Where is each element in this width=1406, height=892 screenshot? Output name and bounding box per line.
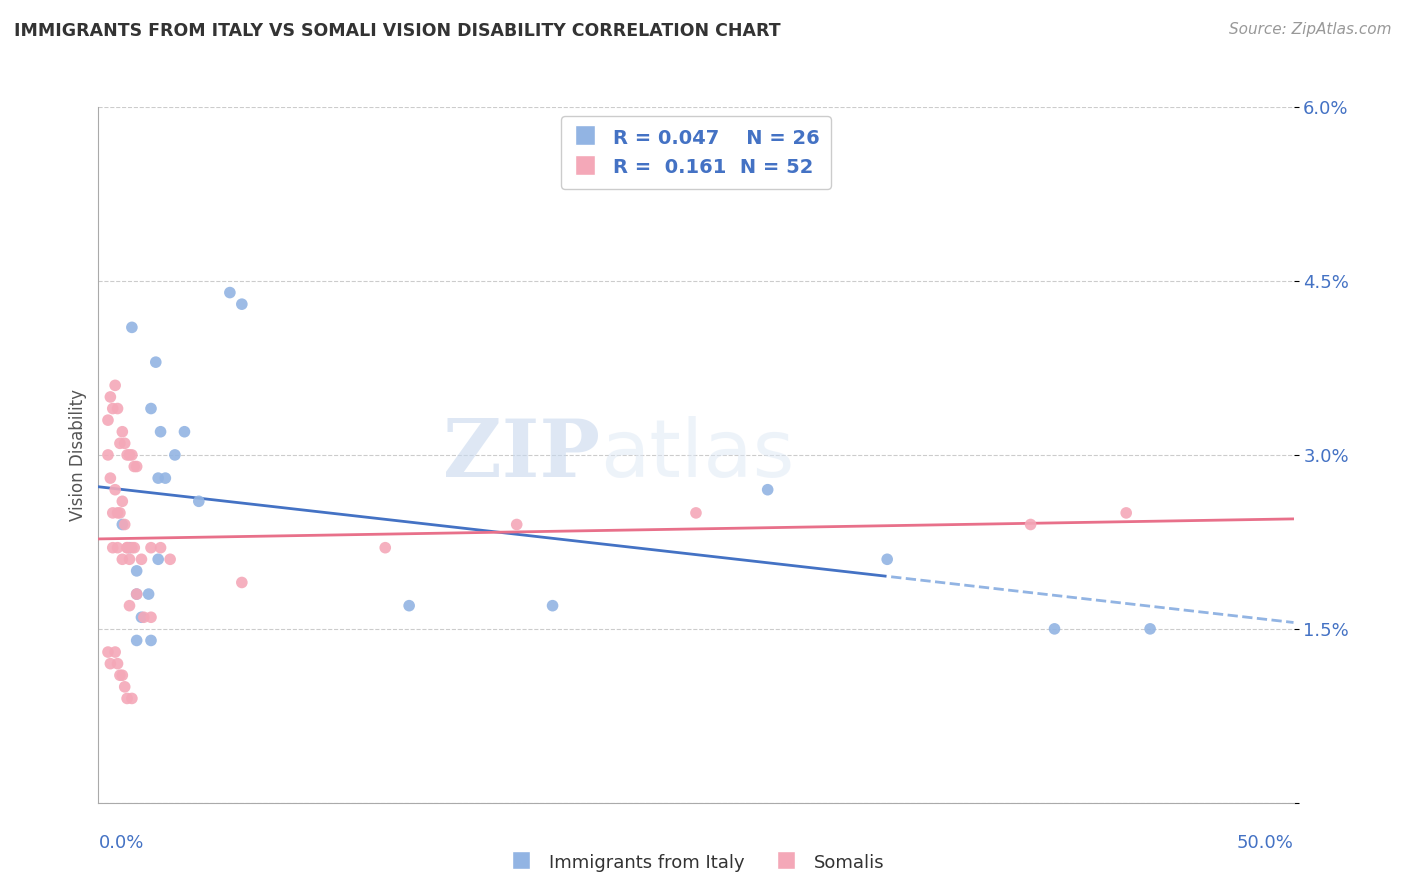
Point: [187, 494, 209, 508]
Point: [111, 552, 134, 566]
Point: [1139, 622, 1161, 636]
Point: [108, 668, 131, 682]
Y-axis label: Vision Disability: Vision Disability: [69, 389, 87, 521]
Point: [97, 645, 120, 659]
Point: [118, 599, 141, 613]
Point: [98, 471, 122, 485]
Point: [108, 506, 131, 520]
Point: [149, 425, 172, 439]
Point: [115, 541, 138, 555]
Point: [149, 541, 172, 555]
Point: [155, 471, 177, 485]
Point: [115, 691, 138, 706]
Text: atlas: atlas: [600, 416, 794, 494]
Text: Source: ZipAtlas.com: Source: ZipAtlas.com: [1229, 22, 1392, 37]
Point: [111, 425, 134, 439]
Point: [132, 610, 155, 624]
Point: [104, 483, 127, 497]
Point: [1043, 622, 1066, 636]
Point: [124, 541, 146, 555]
Point: [219, 285, 242, 300]
Point: [121, 320, 143, 334]
Point: [131, 552, 153, 566]
Point: [139, 401, 162, 416]
Text: ZIP: ZIP: [443, 416, 600, 494]
Point: [231, 575, 253, 590]
Point: [125, 587, 148, 601]
Point: [173, 425, 195, 439]
Text: 0.0%: 0.0%: [98, 834, 143, 852]
Point: [115, 448, 138, 462]
Point: [125, 564, 148, 578]
Point: [114, 517, 136, 532]
Point: [111, 517, 134, 532]
Point: [101, 506, 124, 520]
Point: [104, 645, 127, 659]
Point: [148, 552, 170, 566]
Point: [108, 436, 131, 450]
Point: [101, 541, 124, 555]
Point: [124, 459, 146, 474]
Point: [118, 448, 141, 462]
Point: [139, 610, 162, 624]
Legend: Immigrants from Italy, Somalis: Immigrants from Italy, Somalis: [496, 840, 896, 884]
Point: [114, 680, 136, 694]
Point: [111, 668, 134, 682]
Point: [145, 355, 167, 369]
Point: [107, 401, 129, 416]
Point: [138, 587, 160, 601]
Point: [107, 657, 129, 671]
Point: [98, 390, 122, 404]
Point: [1019, 517, 1042, 532]
Point: [121, 541, 143, 555]
Point: [139, 633, 162, 648]
Point: [139, 541, 162, 555]
Point: [876, 552, 898, 566]
Point: [159, 552, 181, 566]
Text: 50.0%: 50.0%: [1237, 834, 1294, 852]
Point: [104, 378, 127, 392]
Point: [121, 448, 143, 462]
Point: [125, 633, 148, 648]
Point: [121, 691, 143, 706]
Point: [98, 657, 122, 671]
Point: [506, 517, 529, 532]
Point: [231, 297, 253, 311]
Point: [107, 541, 129, 555]
Point: [115, 541, 138, 555]
Point: [97, 448, 120, 462]
Point: [118, 541, 141, 555]
Point: [131, 610, 153, 624]
Point: [125, 459, 148, 474]
Point: [1115, 506, 1137, 520]
Point: [125, 587, 148, 601]
Point: [756, 483, 779, 497]
Point: [398, 599, 420, 613]
Point: [107, 506, 129, 520]
Point: [118, 552, 141, 566]
Point: [114, 436, 136, 450]
Point: [163, 448, 186, 462]
Text: IMMIGRANTS FROM ITALY VS SOMALI VISION DISABILITY CORRELATION CHART: IMMIGRANTS FROM ITALY VS SOMALI VISION D…: [14, 22, 780, 40]
Point: [148, 471, 170, 485]
Point: [97, 413, 120, 427]
Point: [101, 401, 124, 416]
Point: [374, 541, 396, 555]
Point: [111, 494, 134, 508]
Point: [685, 506, 707, 520]
Point: [541, 599, 564, 613]
